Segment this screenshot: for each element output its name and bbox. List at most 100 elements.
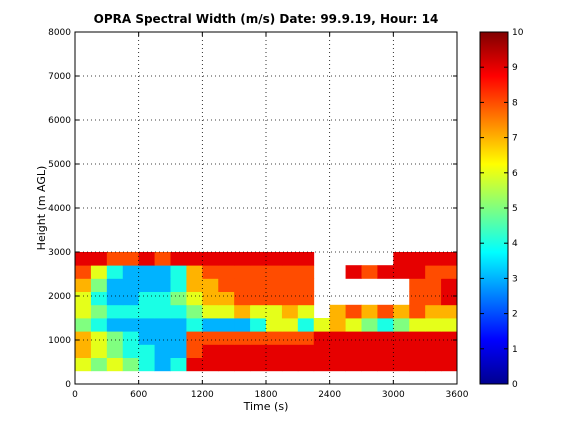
heatmap-cell <box>154 304 171 319</box>
heatmap-cell <box>297 304 315 319</box>
colorbar-tick-label: 10 <box>512 28 524 38</box>
heatmap-cell <box>266 252 283 266</box>
heatmap-cell <box>122 318 140 332</box>
heatmap-cell <box>361 318 378 332</box>
heatmap-cell <box>250 291 267 306</box>
heatmap-cell <box>393 357 410 372</box>
heatmap-cell <box>186 304 203 319</box>
grid-lines <box>75 32 457 384</box>
heatmap-cell <box>393 252 410 266</box>
heatmap-cell <box>297 344 315 358</box>
heatmap-cell <box>409 344 426 358</box>
heatmap-cell <box>154 331 171 345</box>
heatmap-cell <box>234 318 251 332</box>
heatmap-cell <box>281 344 299 358</box>
heatmap-cell <box>186 291 203 306</box>
heatmap-cell <box>122 344 140 358</box>
heatmap-cell <box>361 331 378 345</box>
heatmap-cell <box>250 265 267 279</box>
heatmap-cell <box>202 265 219 279</box>
heatmap-cell <box>281 318 299 332</box>
heatmap-cell <box>106 318 124 332</box>
heatmap-cell <box>313 357 331 372</box>
heatmap-cell <box>266 304 283 319</box>
heatmap-cell <box>441 252 457 266</box>
heatmap-cell <box>75 318 92 332</box>
heatmap-cell <box>234 304 251 319</box>
heatmap-cell <box>425 278 442 292</box>
heatmap-cell <box>425 344 442 358</box>
heatmap-cell <box>313 318 331 332</box>
heatmap-cell <box>122 291 140 306</box>
heatmap-cell <box>106 304 124 319</box>
heatmap-cell <box>425 265 442 279</box>
heatmap-cell <box>297 331 315 345</box>
heatmap-cell <box>266 318 283 332</box>
heatmap-cell <box>154 318 171 332</box>
heatmap-cell <box>75 252 92 266</box>
heatmap-cell <box>106 331 124 345</box>
heatmap-cell <box>90 265 108 279</box>
heatmap-cell <box>313 331 331 345</box>
heatmap-cell <box>218 344 235 358</box>
heatmap-cell <box>313 344 331 358</box>
heatmap-cell <box>345 265 362 279</box>
x-tick-label: 1800 <box>255 390 278 400</box>
heatmap-cell <box>106 291 124 306</box>
heatmap-cell <box>75 265 92 279</box>
heatmap-cell <box>75 331 92 345</box>
heatmap-cell <box>122 304 140 319</box>
heatmap-cell <box>281 265 299 279</box>
heatmap-cell <box>393 318 410 332</box>
heatmap-cell <box>122 278 140 292</box>
y-tick-label: 1000 <box>48 336 71 346</box>
heatmap-cell <box>266 357 283 372</box>
heatmap-cell <box>90 291 108 306</box>
heatmap-cell <box>75 357 92 372</box>
y-axis-ticks: 0 1000 2000 3000 4000 5000 6000 7000 8000 <box>48 28 457 390</box>
colorbar-tick-label: 4 <box>512 239 518 249</box>
y-tick-label: 6000 <box>48 116 71 126</box>
heatmap-cell <box>138 252 155 266</box>
heatmap-cell <box>90 252 108 266</box>
heatmap-cell <box>202 278 219 292</box>
heatmap-cell <box>250 304 267 319</box>
heatmap-cell <box>154 291 171 306</box>
heatmap-cell <box>106 278 124 292</box>
heatmap-cell <box>441 265 457 279</box>
heatmap-cell <box>218 318 235 332</box>
heatmap-cell <box>361 357 378 372</box>
x-tick-label: 0 <box>72 390 78 400</box>
heatmap-cell <box>250 357 267 372</box>
heatmap-cell <box>75 344 92 358</box>
heatmap-cell <box>138 265 155 279</box>
heatmap-cell <box>377 357 394 372</box>
colorbar-tick-label: 2 <box>512 310 518 320</box>
heatmap-cell <box>202 252 219 266</box>
heatmap-cell <box>122 357 140 372</box>
colorbar-tick-label: 6 <box>512 169 518 179</box>
colorbar-ticks: 0 1 2 3 4 5 6 7 8 9 10 <box>480 28 524 390</box>
y-tick-label: 2000 <box>48 292 71 302</box>
y-tick-label: 4000 <box>48 204 71 214</box>
heatmap-cell <box>409 278 426 292</box>
y-axis-label: Height (m AGL) <box>35 166 48 251</box>
colorbar: 0 1 2 3 4 5 6 7 8 9 10 <box>479 28 524 390</box>
heatmap-cell <box>393 344 410 358</box>
heatmap-cell <box>361 304 378 319</box>
colorbar-tick-label: 1 <box>512 345 518 355</box>
heatmap-cell <box>281 331 299 345</box>
heatmap-cell <box>138 318 155 332</box>
heatmap-cell <box>106 252 124 266</box>
y-tick-label: 3000 <box>48 248 71 258</box>
heatmap-cell <box>75 291 92 306</box>
heatmap-cell <box>218 291 235 306</box>
heatmap-cell <box>345 318 362 332</box>
heatmap-cell <box>218 357 235 372</box>
heatmap-cell <box>377 265 394 279</box>
colorbar-tick-label: 7 <box>512 134 518 144</box>
heatmap-cell <box>90 357 108 372</box>
heatmap-cell <box>409 252 426 266</box>
heatmap-cell <box>281 252 299 266</box>
heatmap-cell <box>122 265 140 279</box>
